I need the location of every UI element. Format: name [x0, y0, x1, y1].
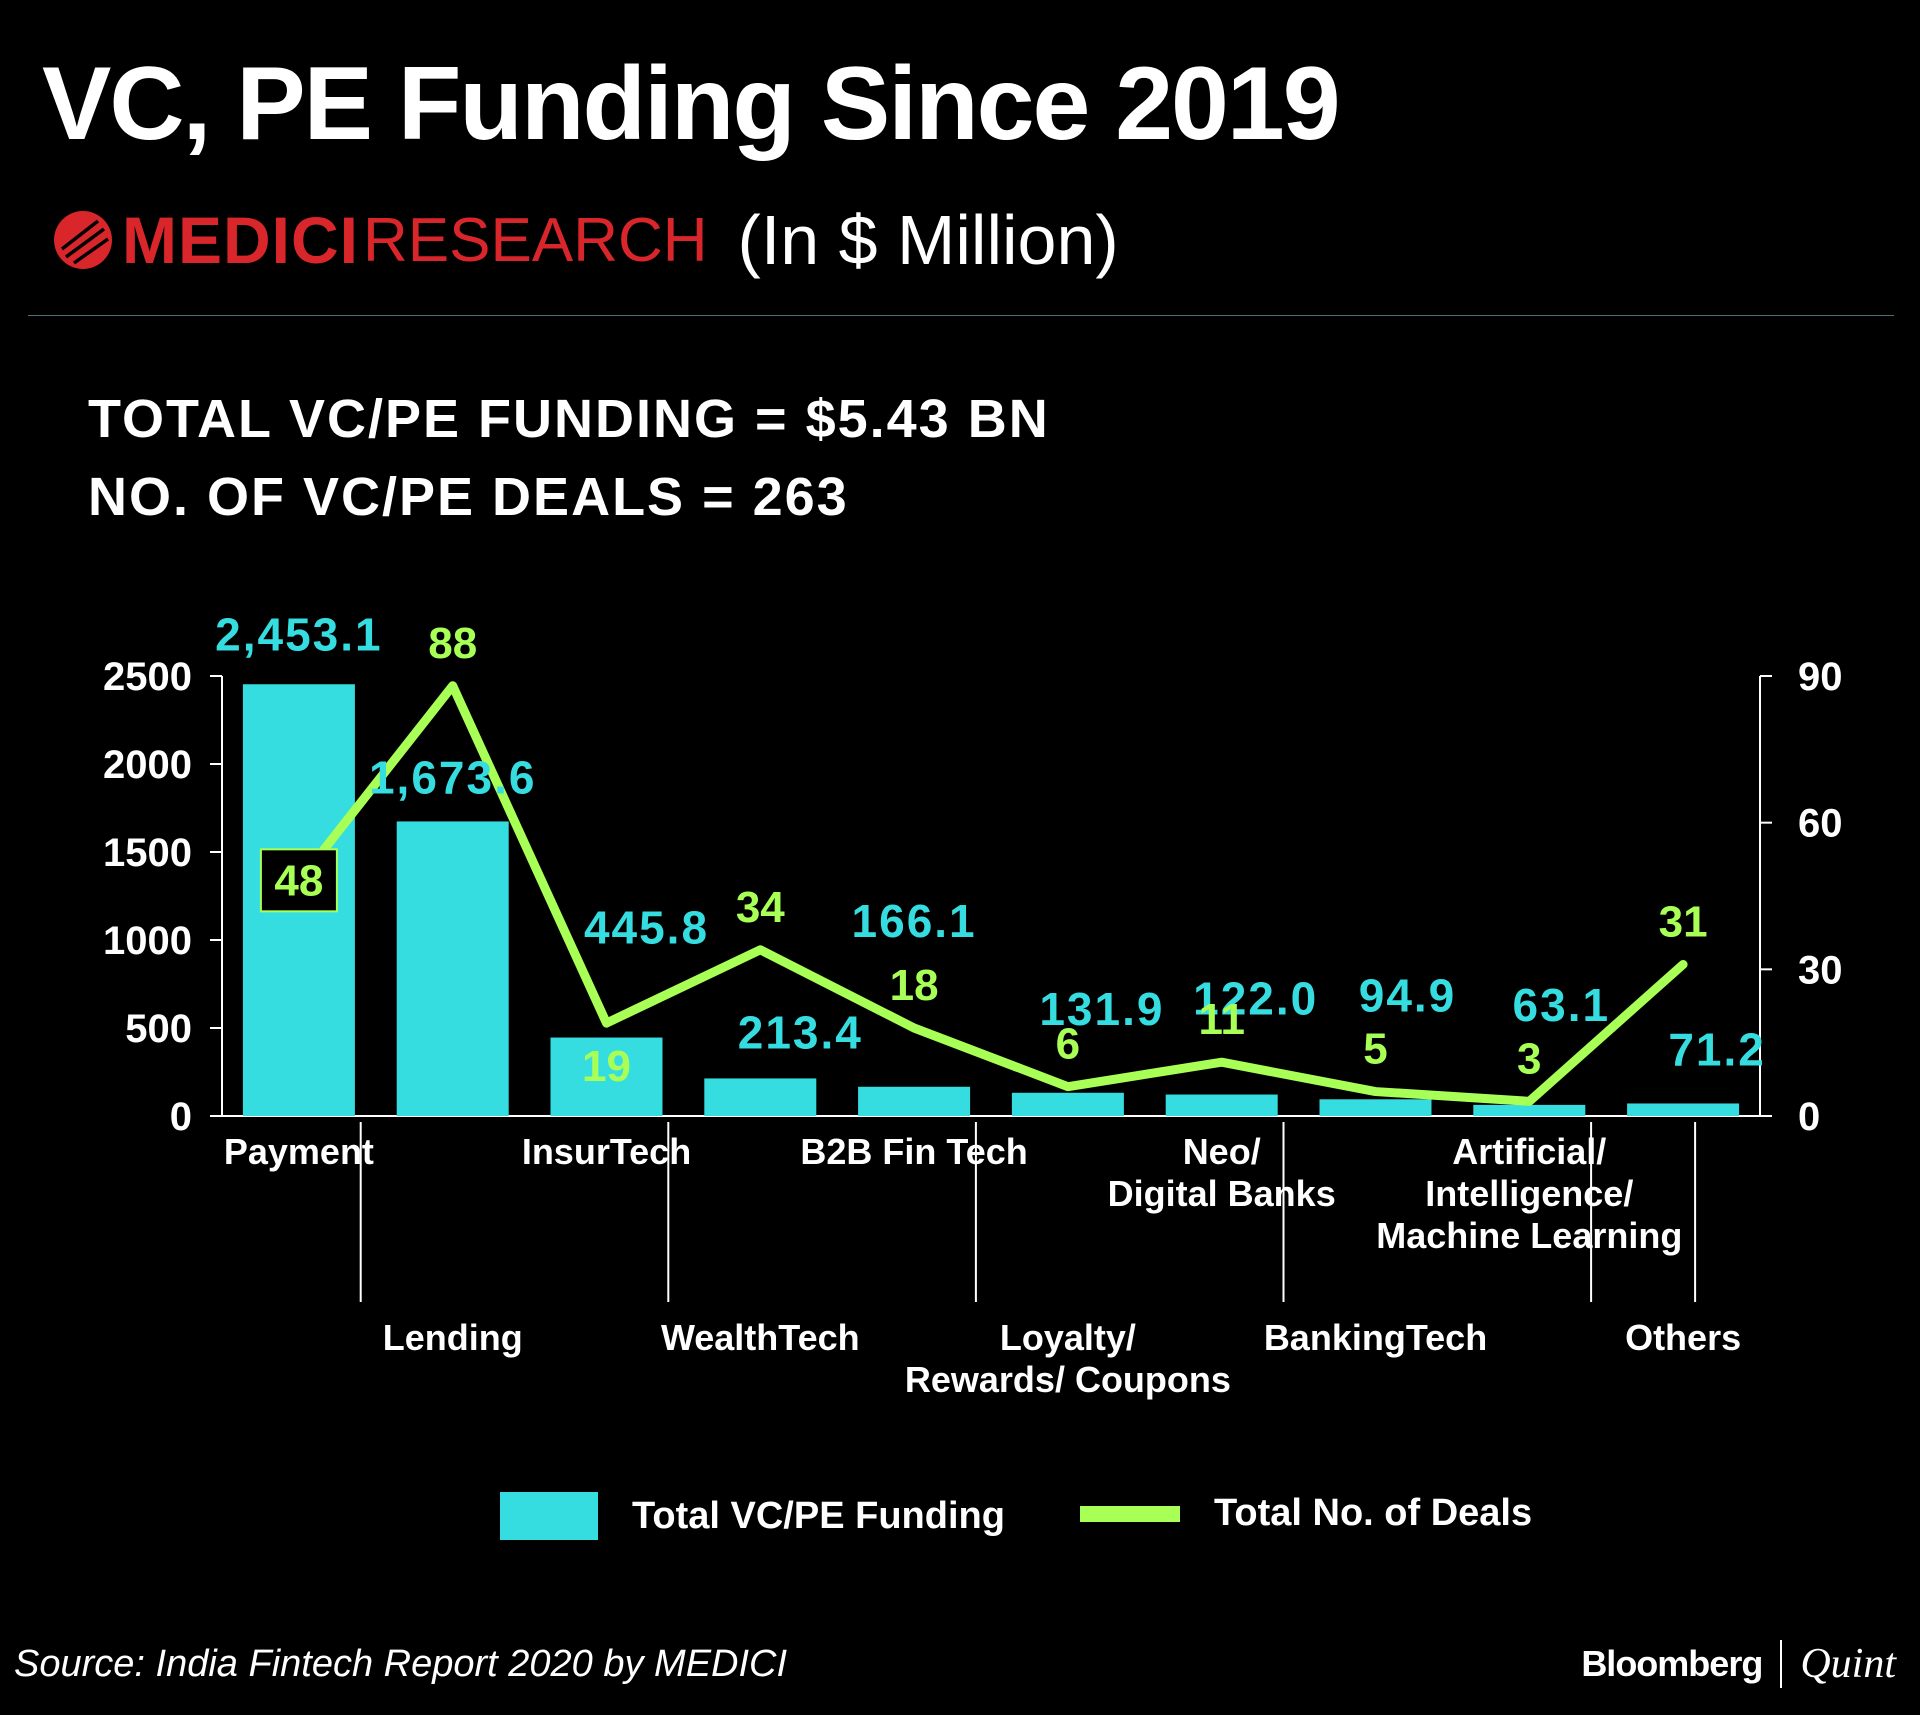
legend-item-funding: Total VC/PE Funding [500, 1492, 1005, 1540]
deals-point-3 [602, 1019, 611, 1028]
legend-swatch-funding [500, 1492, 598, 1540]
deals-point-10 [1679, 960, 1688, 969]
deals-value-label: 11 [1198, 995, 1245, 1044]
category-label: B2B Fin Tech [800, 1131, 1027, 1172]
medici-logo-icon [54, 211, 112, 269]
bar-8 [1319, 1099, 1432, 1116]
bar-9 [1473, 1104, 1586, 1116]
units-label: (In $ Million) [737, 201, 1119, 279]
category-label: Digital Banks [1108, 1173, 1336, 1214]
bar-10 [1627, 1103, 1740, 1116]
bar-value-label: 213.4 [738, 1006, 863, 1058]
bar-2 [396, 821, 509, 1116]
deals-point-2 [448, 681, 457, 690]
category-label: Neo/ [1183, 1131, 1261, 1172]
deals-value-label: 5 [1363, 1025, 1387, 1074]
bar-value-label: 122.0 [1193, 973, 1318, 1025]
deals-point-5 [910, 1024, 919, 1032]
category-label: Intelligence/ [1425, 1173, 1633, 1214]
source-note: Source: India Fintech Report 2020 by MED… [14, 1643, 788, 1685]
deals-point-6 [1063, 1082, 1072, 1091]
category-label: BankingTech [1264, 1317, 1487, 1358]
deals-point-8 [1371, 1087, 1380, 1096]
deals-value-label: 3 [1517, 1034, 1541, 1083]
y-left-tick-label: 0 [170, 1095, 192, 1139]
deals-line [294, 681, 1688, 1106]
bar-value-label: 94.9 [1359, 969, 1457, 1021]
category-label: Payment [224, 1131, 374, 1172]
bar-value-label: 445.8 [584, 902, 709, 954]
category-label: Others [1625, 1317, 1741, 1358]
legend-label-funding: Total VC/PE Funding [632, 1494, 1005, 1537]
total-funding-summary: TOTAL VC/PE FUNDING = $5.43 BN [88, 389, 1050, 449]
deals-value-label: 18 [890, 961, 939, 1010]
deals-point-9 [1525, 1097, 1534, 1106]
y-right-tick-label: 60 [1798, 802, 1843, 846]
bar-6 [1011, 1092, 1124, 1116]
legend-swatch-deals [1080, 1505, 1180, 1522]
bar-5 [858, 1086, 971, 1116]
deals-value-label: 31 [1659, 897, 1708, 946]
y-right-tick-label: 30 [1798, 948, 1843, 992]
y-left-tick-label: 2500 [103, 655, 192, 699]
publisher-separator [1780, 1640, 1783, 1688]
bar-value-label: 131.9 [1039, 983, 1164, 1035]
total-deals-summary: NO. OF VC/PE DEALS = 263 [88, 467, 849, 527]
deals-label-box [259, 848, 338, 913]
y-left-tick-label: 1500 [103, 831, 192, 875]
medici-logo: MEDICI RESEARCH [52, 202, 708, 278]
bar-3 [550, 1037, 663, 1116]
brand-name: MEDICI [122, 203, 359, 277]
chart-title: VC, PE Funding Since 2019 [42, 46, 1341, 162]
y-right-tick-label: 0 [1798, 1095, 1820, 1139]
y-left-tick-label: 2000 [103, 743, 192, 787]
deals-point-4 [756, 945, 765, 954]
y-right-tick-label: 90 [1798, 655, 1843, 699]
legend-label-deals: Total No. of Deals [1214, 1492, 1533, 1534]
category-label: Lending [383, 1317, 523, 1358]
bar-4 [704, 1078, 817, 1116]
publisher-name-1: Bloomberg [1581, 1643, 1763, 1684]
deals-value-label: 6 [1056, 1020, 1080, 1069]
deals-value-label: 48 [274, 856, 323, 905]
deals-value-label: 34 [736, 883, 785, 932]
y-left-tick-label: 500 [125, 1007, 192, 1051]
y-left-tick-label: 1000 [103, 919, 192, 963]
bar-value-label: 1,673.6 [369, 751, 536, 803]
bar-value-label: 166.1 [852, 895, 977, 947]
bar-value-label: 63.1 [1513, 979, 1611, 1031]
category-label: Rewards/ Coupons [905, 1359, 1231, 1400]
category-label: InsurTech [522, 1131, 691, 1172]
deals-point-7 [1217, 1058, 1226, 1067]
publisher-logo: Bloomberg Quint [1581, 1640, 1896, 1688]
legend-item-deals: Total No. of Deals [1080, 1492, 1532, 1535]
category-label: Machine Learning [1376, 1215, 1682, 1256]
brand-sub: RESEARCH [363, 205, 708, 275]
deals-value-label: 88 [428, 619, 477, 668]
category-label: WealthTech [661, 1317, 860, 1358]
bar-value-label: 71.2 [1668, 1023, 1766, 1075]
deals-value-label: 19 [582, 1042, 631, 1091]
bar-7 [1165, 1094, 1278, 1116]
header-divider [28, 315, 1894, 316]
brand-row: MEDICI RESEARCH (In $ Million) [52, 200, 1119, 280]
category-label: Loyalty/ [1000, 1317, 1136, 1358]
publisher-name-2: Quint [1800, 1641, 1896, 1687]
category-label: Artificial/ [1452, 1131, 1606, 1172]
bar-value-label: 2,453.1 [215, 608, 382, 660]
